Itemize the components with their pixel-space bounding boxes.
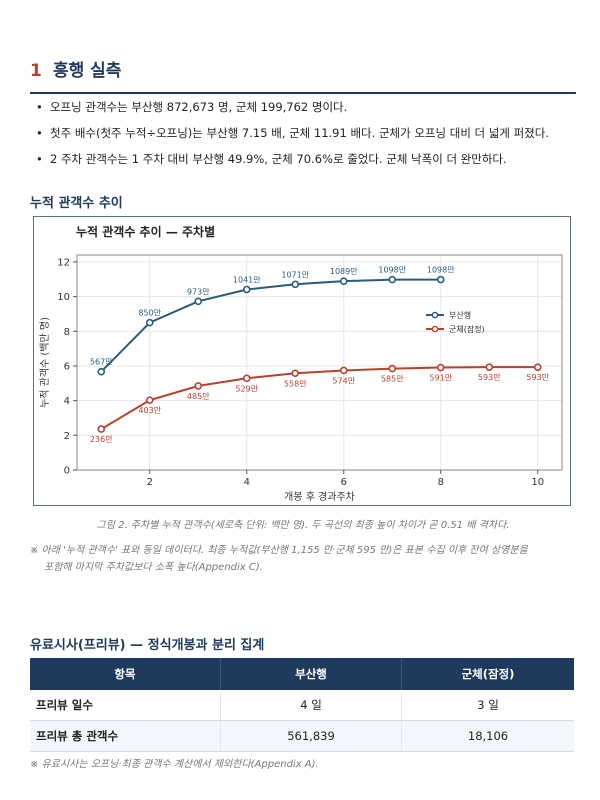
data-label: 973만 (187, 287, 210, 296)
y-tick-label: 2 (64, 431, 70, 442)
data-point (436, 363, 445, 372)
chart-container: 누적 관객수 추이 — 주차별 0 2 4 6 8 10 12 2 4 6 8 10 개봉 후 경과주차 누… (33, 216, 571, 506)
data-point (436, 275, 445, 284)
y-tick-label: 8 (64, 327, 70, 338)
chart-title: 누적 관객수 추이 — 주차별 (76, 224, 215, 239)
data-point (339, 277, 348, 285)
data-note-line1: ※ 아래 '누적 관객수' 표와 동일 데이터다. 최종 누적값(부산행 1,1… (30, 545, 528, 556)
data-label: 850만 (138, 309, 161, 318)
plot-frame (76, 254, 563, 471)
data-label: 574만 (332, 376, 355, 385)
data-point (242, 374, 251, 383)
data-point (339, 366, 348, 375)
legend-marker (431, 311, 439, 319)
section-title: 흥행 실측 (52, 61, 122, 81)
data-label: 403만 (138, 406, 161, 415)
data-label: 1041만 (233, 276, 261, 285)
x-tick-label: 2 (147, 477, 153, 488)
data-label: 567만 (90, 358, 113, 367)
legend-label: 군체(잠정) (449, 324, 485, 334)
column-header: 항목 (30, 658, 221, 690)
data-note-line2: 포함해 마지막 주차값보다 소폭 높다(Appendix C). (44, 562, 263, 573)
section-header: 1 흥행 실측 (30, 54, 576, 94)
table-row: 프리뷰 일수 4 일 3 일 (30, 690, 574, 721)
data-point (194, 297, 203, 306)
data-point (485, 363, 494, 371)
data-point (145, 318, 154, 327)
data-label: 1098만 (378, 266, 406, 275)
data-note: ※ 아래 '누적 관객수' 표와 동일 데이터다. 최종 누적값(부산행 1,1… (30, 542, 576, 576)
figure-caption: 그림 2. 주차별 누적 관객수(세로축 단위: 백만 명). 두 곡선의 최종… (96, 520, 510, 531)
table-cell: 18,106 (401, 720, 574, 752)
table-cell: 3 일 (401, 690, 574, 721)
cumulative-audience-chart: 누적 관객수 추이 — 주차별 0 2 4 6 8 10 12 2 4 6 8 10 개봉 후 경과주차 누… (39, 224, 563, 503)
data-label: 585만 (381, 375, 404, 384)
data-point (533, 363, 542, 371)
data-label: 1089만 (330, 267, 358, 276)
data-label: 593만 (526, 373, 549, 382)
data-label: 1071만 (281, 270, 309, 279)
data-label: 593만 (478, 373, 501, 382)
column-header: 군체(잠정) (401, 658, 574, 690)
summary-bullets: 오프닝 관객수는 부산행 872,673 명, 군체 199,762 명이다. … (30, 100, 590, 178)
table-cell: 프리뷰 총 관객수 (30, 720, 221, 752)
x-tick-label: 6 (341, 477, 347, 488)
bullet-item: 오프닝 관객수는 부산행 872,673 명, 군체 199,762 명이다. (30, 100, 590, 114)
x-tick-label: 4 (244, 477, 250, 488)
data-label: 485만 (187, 392, 210, 401)
chart-heading: 누적 관객수 추이 (30, 196, 123, 211)
preview-heading: 유료시사(프리뷰) — 정식개봉과 분리 집계 (30, 638, 265, 653)
data-point (145, 396, 154, 404)
y-axis-label: 누적 관객수 (백만 명) (39, 317, 51, 408)
bullet-item: 첫주 배수(첫주 누적÷오프닝)는 부산행 7.15 배, 군체 11.91 배… (30, 126, 590, 140)
footnote: ※ 유료시사는 오프닝·최종 관객수 계산에서 제외한다(Appendix A)… (30, 759, 319, 770)
data-point (242, 285, 251, 294)
section-number: 1 (30, 61, 42, 81)
series-line (100, 366, 538, 430)
legend-label: 부산행 (449, 310, 471, 320)
column-header: 부산행 (220, 658, 402, 690)
y-tick-label: 4 (64, 396, 70, 407)
preview-table: 항목 부산행 군체(잠정) 프리뷰 일수 4 일 3 일 프리뷰 총 관객수 5… (30, 658, 574, 752)
data-point (194, 382, 203, 390)
data-label: 591만 (429, 374, 452, 383)
data-point (97, 425, 106, 433)
table-cell: 프리뷰 일수 (30, 690, 221, 721)
data-point (97, 367, 106, 376)
legend-marker (431, 325, 439, 333)
y-tick-label: 10 (57, 292, 70, 303)
data-label: 529만 (235, 384, 258, 393)
table-row: 프리뷰 총 관객수 561,839 18,106 (30, 720, 574, 752)
x-tick-label: 8 (438, 477, 444, 488)
data-label: 236만 (90, 435, 113, 444)
data-label: 558만 (284, 379, 307, 388)
data-point (388, 364, 397, 373)
series-line (100, 278, 441, 373)
y-tick-label: 6 (64, 361, 70, 372)
bullet-item: 2 주차 관객수는 1 주차 대비 부산행 49.9%, 군체 70.6%로 줄… (30, 152, 590, 166)
table-cell: 561,839 (220, 720, 402, 752)
table-cell: 4 일 (220, 690, 402, 721)
x-tick-label: 10 (531, 477, 544, 488)
y-tick-label: 12 (57, 257, 70, 268)
table-header-row: 항목 부산행 군체(잠정) (30, 658, 574, 690)
y-tick-label: 0 (64, 466, 70, 477)
data-label: 1098만 (427, 266, 455, 275)
data-point (291, 369, 300, 378)
x-axis-label: 개봉 후 경과주차 (284, 490, 355, 503)
data-point (388, 275, 397, 284)
data-point (291, 280, 300, 289)
